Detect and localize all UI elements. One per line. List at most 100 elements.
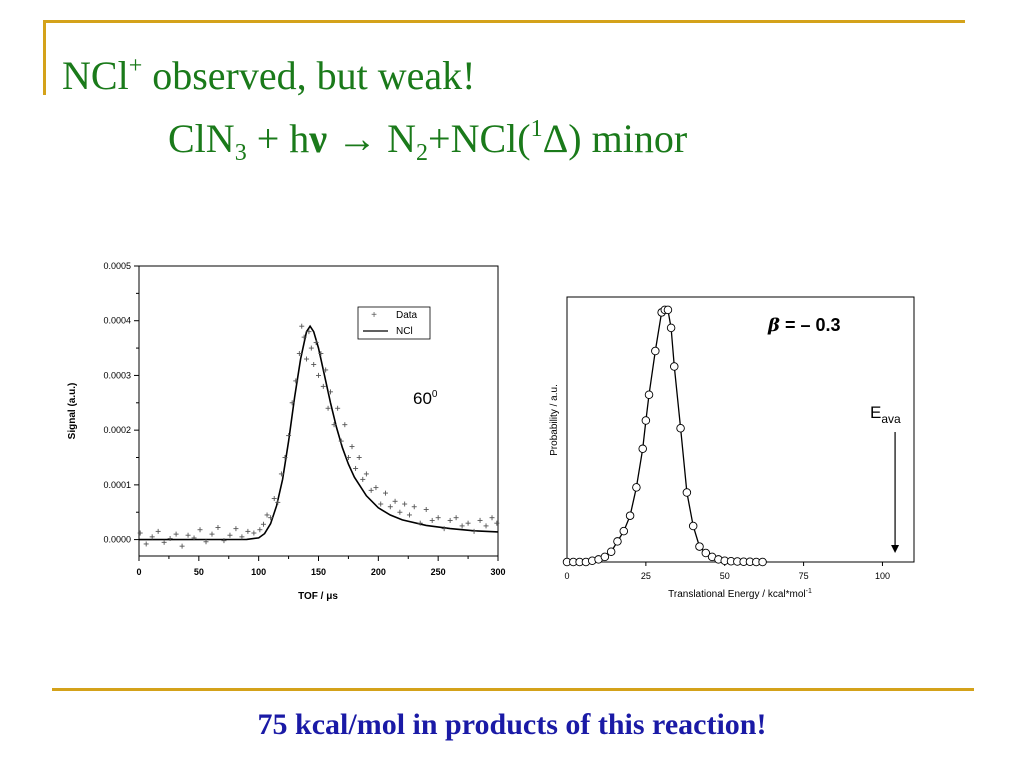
data-point [251,530,257,536]
data-point [316,372,321,378]
title-accent-bar [43,20,46,95]
data-point [435,515,441,521]
data-point [356,455,362,461]
data-point [233,526,239,532]
probability-point [701,548,711,558]
data-point [489,515,495,521]
probability-point [676,423,685,433]
data-point [387,504,393,510]
title2-c: → N [327,116,417,161]
data-point [155,528,161,534]
probability-point [600,552,610,562]
title2-sub2: 2 [416,140,429,166]
probability-line [567,309,763,563]
data-point [221,538,227,544]
data-point [353,465,359,471]
data-point [335,405,341,411]
data-point [203,539,209,545]
chart1-ytick-label: 0.0001 [103,480,131,490]
probability-point [638,444,647,454]
data-point [383,490,389,496]
title2-sub1: 3 [234,140,247,166]
data-point [342,422,348,428]
data-point [239,534,245,540]
data-point [299,323,305,329]
probability-point [663,305,673,315]
data-point [264,512,270,518]
chart2-beta-annotation: β = – 0.3 [767,315,841,336]
chart2-xtick-label: 75 [799,571,809,581]
probability-point [651,346,660,356]
data-point [296,351,302,357]
data-point [465,520,471,526]
slide-title-line2: ClN3 + hν → N2+NCl(1Δ) minor [168,117,687,165]
chart1-angle-annotation: 600 [413,389,438,408]
chart-tof: 0 50 100 150 200 250 300 0.0000 0.0001 0.0002 0.00… [67,261,506,602]
data-point [392,498,398,504]
chart2-plot-frame [566,296,915,563]
data-point [167,535,173,541]
data-point [197,527,203,533]
data-point [373,485,379,491]
legend-data-marker: + [371,310,377,321]
data-point [402,501,408,507]
slide-title-line1: NCl+ observed, but weak! [62,54,475,96]
title2-sup: 1 [530,116,543,142]
data-point [397,509,403,515]
chart1-xlabel: TOF / μs [298,591,338,602]
data-point [143,541,149,547]
data-point [149,534,155,540]
chart1-ytick-label: 0.0003 [103,370,131,380]
chart1-ytick-label: 0.0002 [103,425,131,435]
probability-point [632,483,641,492]
data-point [331,422,337,428]
chart-energy: 0 25 50 75 100 Probability / a.u. Translatio… [549,296,915,600]
chart1-ytick-label: 0.0005 [103,261,131,271]
probability-point [670,362,679,371]
data-point [453,515,459,521]
probability-point [625,511,635,520]
data-point [289,400,295,406]
data-point [173,531,179,537]
title2-b: + h [246,116,310,161]
data-point [345,455,351,461]
data-point [483,523,489,529]
data-point [137,530,143,536]
chart1-xtick-label: 200 [371,567,386,577]
data-point [318,351,324,357]
data-point [308,345,314,351]
data-point [411,504,417,510]
data-point [245,528,251,534]
data-point [423,506,429,512]
chart1-xtick-label: 50 [194,567,204,577]
data-point [338,438,344,444]
chart1-ylabel: Signal (a.u.) [67,383,78,440]
probability-point [682,488,692,497]
data-point [471,528,477,534]
chart2-xtick-label: 100 [875,571,890,581]
probability-point [641,416,651,425]
probability-point [688,521,698,531]
eava-arrow [891,432,900,553]
data-point [447,517,453,523]
chart1-ytick-label: 0.0004 [103,316,131,326]
footer-statement: 75 kcal/mol in products of this reaction… [257,708,767,741]
data-point [286,433,292,439]
data-point [360,476,366,482]
data-point [494,520,500,526]
chart1-ytick-label: 0.0000 [103,535,131,545]
data-point [313,340,319,346]
chart2-eava-label: Eava [870,403,901,426]
data-point [378,501,384,507]
title1-sup: + [128,53,143,79]
chart2-xtick-label: 25 [641,571,651,581]
data-point [349,444,355,450]
data-point [304,356,310,362]
data-point [429,517,435,523]
data-point [363,471,369,477]
data-point [293,378,299,384]
title2-nu: ν [309,116,328,161]
chart2-ylabel: Probability / a.u. [549,384,560,456]
title2-e: Δ) minor [542,116,688,161]
